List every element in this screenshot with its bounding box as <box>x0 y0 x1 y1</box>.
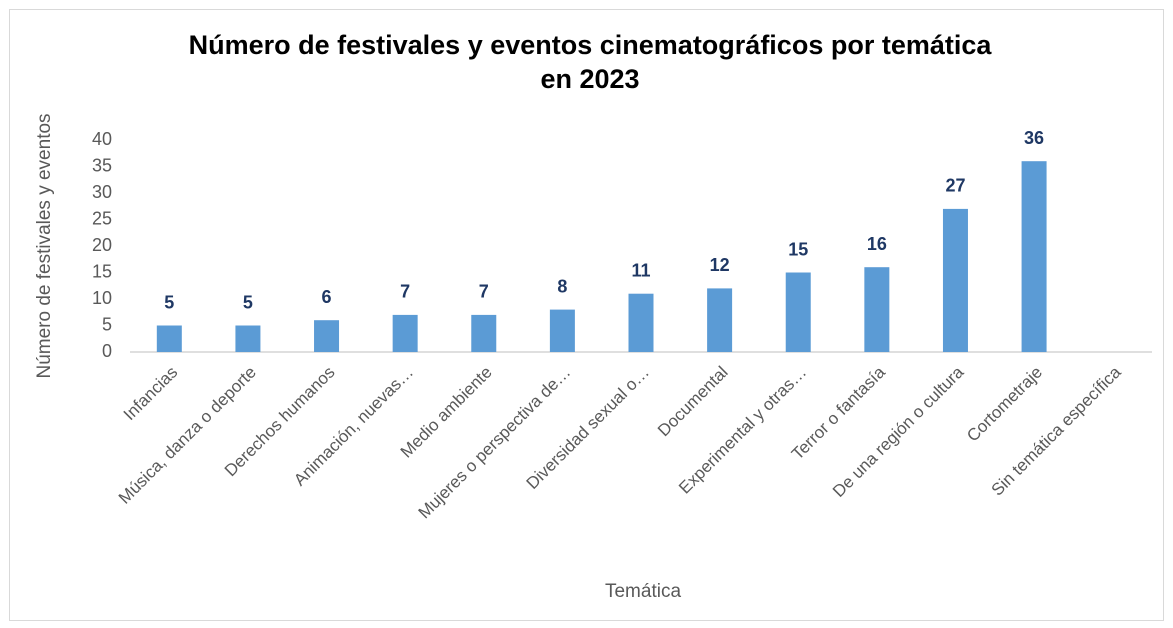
value-label: 7 <box>400 282 410 302</box>
value-label: 16 <box>867 234 887 254</box>
value-label: 7 <box>479 282 489 302</box>
y-tick-label: 5 <box>102 314 112 334</box>
value-label: 27 <box>945 176 965 196</box>
x-axis-title: Temática <box>605 581 681 602</box>
y-tick-label: 25 <box>92 208 112 228</box>
value-label: 6 <box>322 287 332 307</box>
bar <box>392 314 418 352</box>
bar <box>549 309 575 352</box>
y-tick-label: 0 <box>102 341 112 361</box>
bar <box>314 320 340 352</box>
y-tick-label: 20 <box>92 235 112 255</box>
bar <box>156 325 182 352</box>
value-label: 11 <box>631 260 650 280</box>
value-label: 12 <box>710 255 730 275</box>
bar <box>628 293 654 352</box>
y-tick-label: 10 <box>92 288 112 308</box>
bar <box>864 267 890 352</box>
value-label: 5 <box>243 292 253 312</box>
bar <box>235 325 261 352</box>
bar <box>942 208 968 352</box>
value-label: 15 <box>788 239 808 259</box>
value-label: 5 <box>164 292 174 312</box>
y-tick-label: 15 <box>92 261 112 281</box>
value-label: 8 <box>557 276 567 296</box>
bar <box>707 288 733 352</box>
y-tick-label: 35 <box>92 155 112 175</box>
chart-border <box>9 9 1164 621</box>
y-axis-title: Número de festivales y eventos <box>34 113 55 378</box>
y-tick-label: 40 <box>92 129 112 149</box>
chart-title: Número de festivales y eventos cinematog… <box>188 30 992 94</box>
y-tick-label: 30 <box>92 182 112 202</box>
bar <box>471 314 497 352</box>
bar <box>785 272 811 352</box>
bar <box>1021 161 1047 352</box>
value-label: 36 <box>1024 128 1044 148</box>
